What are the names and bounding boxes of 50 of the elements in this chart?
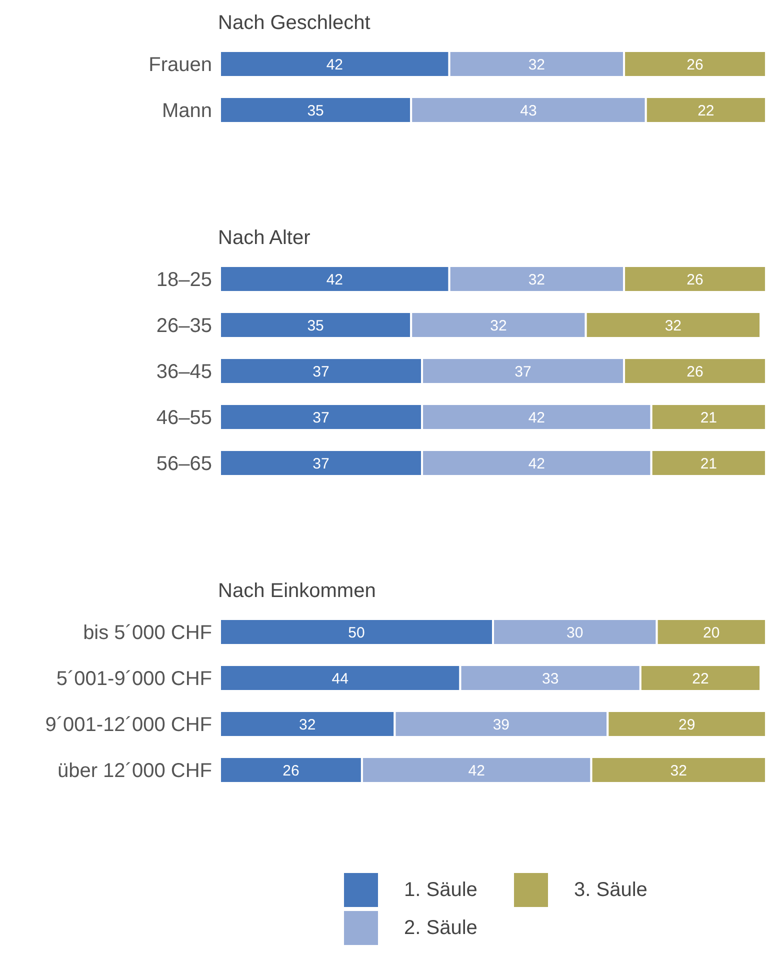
chart-title: Nach Geschlecht [218, 11, 372, 36]
data-label: 42 [528, 409, 546, 426]
legend-label: 3. Säule [574, 878, 648, 902]
data-label: 32 [670, 762, 687, 780]
data-label: 42 [326, 56, 344, 74]
y-tick-label: 26–35 [156, 315, 212, 338]
y-tick-label: bis 5´000 CHF [83, 622, 212, 644]
data-label: 35 [307, 317, 324, 334]
y-tick-label: Frauen [148, 54, 212, 76]
data-label: 32 [528, 56, 546, 74]
data-label: 26 [686, 56, 704, 74]
data-label: 30 [566, 624, 584, 642]
chart-title: Nach Einkommen [218, 579, 377, 604]
data-label: 35 [307, 102, 324, 120]
data-label: 50 [348, 624, 365, 642]
data-label: 42 [468, 762, 485, 780]
data-label: 26 [282, 762, 300, 780]
data-label: 21 [700, 409, 718, 426]
data-label: 43 [520, 102, 537, 120]
y-tick-label: 36–45 [156, 361, 212, 384]
data-label: 42 [326, 271, 344, 288]
data-label: 37 [514, 363, 532, 380]
data-label: 21 [700, 455, 718, 472]
data-label: 32 [528, 271, 546, 288]
y-tick-label: 56–65 [156, 453, 212, 476]
data-label: 42 [528, 455, 546, 472]
y-tick-label: Mann [162, 100, 212, 122]
data-label: 33 [542, 670, 559, 688]
data-label: 39 [492, 716, 510, 734]
data-label: 22 [692, 670, 709, 688]
legend-label: 1. Säule [404, 878, 478, 902]
data-label: 26 [686, 363, 704, 380]
data-label: 20 [703, 624, 720, 642]
data-label: 37 [312, 409, 330, 426]
data-label: 37 [312, 455, 330, 472]
y-tick-label: 18–25 [156, 269, 212, 292]
y-tick-label: 9´001-12´000 CHF [45, 714, 212, 736]
data-label: 37 [312, 363, 330, 380]
y-tick-label: 46–55 [156, 407, 212, 430]
data-label: 32 [664, 317, 682, 334]
chart-title: Nach Alter [218, 226, 312, 251]
data-label: 26 [686, 271, 704, 288]
data-label: 32 [490, 317, 507, 334]
data-label: 44 [332, 670, 348, 688]
data-label: 22 [698, 102, 714, 120]
legend-label: 2. Säule [404, 916, 478, 940]
y-tick-label: über 12´000 CHF [57, 760, 212, 782]
y-tick-label: 5´001-9´000 CHF [56, 668, 212, 690]
data-label: 29 [678, 716, 696, 734]
data-label: 32 [299, 716, 316, 734]
